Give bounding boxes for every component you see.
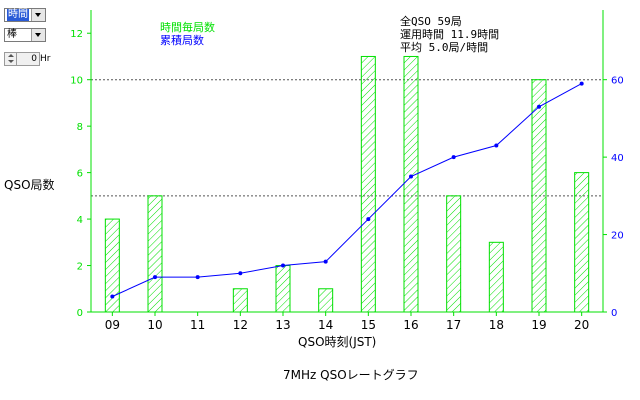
offset-spinner-value: 0 bbox=[31, 54, 37, 64]
x-tick-label: 09 bbox=[105, 318, 120, 332]
y-tick-label: 10 bbox=[70, 76, 83, 87]
x-tick-label: 12 bbox=[233, 318, 248, 332]
x-tick-label: 18 bbox=[489, 318, 504, 332]
cumulative-point bbox=[110, 294, 115, 299]
bar bbox=[360, 55, 376, 313]
x-axis-label: QSO時刻(JST) bbox=[298, 335, 377, 349]
cumulative-point bbox=[451, 155, 456, 160]
chevron-down-icon[interactable] bbox=[31, 29, 45, 41]
x-tick-label: 16 bbox=[403, 318, 418, 332]
cumulative-point bbox=[579, 81, 584, 86]
x-tick-label: 13 bbox=[275, 318, 290, 332]
y-axis-label: QSO局数 bbox=[4, 178, 55, 192]
y-tick-label: 2 bbox=[77, 262, 83, 273]
y2-tick-label: 20 bbox=[611, 231, 624, 242]
y2-tick-label: 40 bbox=[611, 153, 624, 164]
cumulative-point bbox=[409, 174, 413, 179]
cumulative-line bbox=[112, 83, 582, 297]
x-tick-label: 14 bbox=[318, 318, 333, 332]
x-tick-label: 15 bbox=[361, 318, 376, 332]
x-tick-label: 19 bbox=[531, 318, 546, 332]
y-tick-label: 0 bbox=[77, 308, 83, 319]
chevron-down-icon[interactable] bbox=[31, 9, 45, 21]
y-tick-label: 6 bbox=[77, 169, 83, 180]
cumulative-point bbox=[366, 217, 371, 222]
cumulative-point bbox=[537, 104, 541, 109]
y-tick-label: 4 bbox=[77, 215, 83, 226]
y-tick-label: 8 bbox=[77, 122, 83, 133]
y-tick-label: 12 bbox=[70, 29, 83, 40]
period-combo-value: 時間 bbox=[7, 9, 29, 21]
bar bbox=[403, 55, 419, 313]
offset-spinner[interactable]: 0 bbox=[4, 52, 40, 66]
stat-operating-time: 運用時間 11.9時間 bbox=[400, 28, 500, 41]
x-tick-label: 10 bbox=[147, 318, 162, 332]
bar bbox=[232, 288, 248, 313]
x-tick-label: 17 bbox=[446, 318, 461, 332]
y2-tick-label: 60 bbox=[611, 76, 624, 87]
cumulative-point bbox=[323, 259, 328, 264]
offset-unit-label: Hr bbox=[40, 54, 51, 64]
bar bbox=[574, 172, 590, 313]
bar bbox=[446, 195, 462, 313]
cumulative-point bbox=[195, 275, 200, 280]
cumulative-point bbox=[281, 263, 285, 268]
bar bbox=[318, 288, 334, 313]
cumulative-point bbox=[238, 271, 243, 276]
bar bbox=[488, 241, 504, 313]
bar bbox=[147, 195, 163, 313]
stat-average: 平均 5.0局/時間 bbox=[400, 41, 489, 54]
x-tick-label: 11 bbox=[190, 318, 205, 332]
chart-caption: 7MHz QSOレートグラフ bbox=[283, 368, 419, 382]
chart-type-combo-value: 棒 bbox=[7, 29, 17, 40]
legend-cumulative: 累積局数 bbox=[160, 34, 204, 47]
period-combo[interactable]: 時間 bbox=[4, 8, 46, 22]
legend-hourly: 時間毎局数 bbox=[160, 21, 215, 34]
bar bbox=[275, 265, 291, 313]
bar bbox=[531, 79, 547, 313]
chart-type-combo[interactable]: 棒 bbox=[4, 28, 46, 42]
cumulative-point bbox=[494, 143, 499, 148]
stat-total: 全QSO 59局 bbox=[400, 15, 462, 28]
y2-tick-label: 0 bbox=[611, 308, 617, 319]
cumulative-point bbox=[153, 275, 157, 280]
x-tick-label: 20 bbox=[574, 318, 589, 332]
spin-arrows-icon[interactable] bbox=[5, 53, 17, 65]
